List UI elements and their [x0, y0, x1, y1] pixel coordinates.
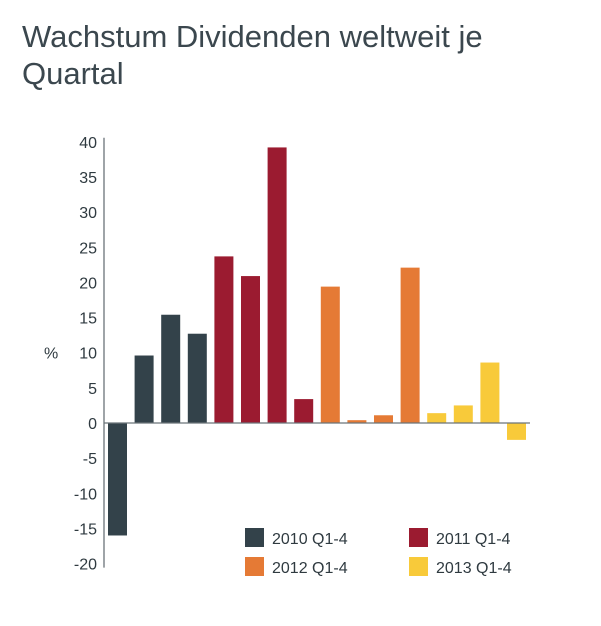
y-axis-label: % [44, 346, 58, 363]
bar-2013-q1 [427, 413, 447, 423]
bar-2013-q3 [480, 362, 500, 423]
y-tick-label: -10 [74, 486, 97, 503]
bar-2012-q1 [320, 286, 340, 423]
legend-label: 2012 Q1-4 [272, 560, 348, 577]
bar-2013-q2 [453, 405, 473, 423]
bar-2011-q3 [267, 147, 287, 423]
y-tick-label: 25 [79, 240, 97, 257]
legend-label: 2013 Q1-4 [436, 560, 512, 577]
bar-2010-q1 [108, 423, 127, 536]
legend-label: 2011 Q1-4 [436, 531, 511, 548]
y-tick-label: 35 [79, 170, 97, 187]
bar-2011-q1 [214, 256, 234, 423]
bar-2011-q2 [241, 276, 260, 423]
y-tick-label: 10 [79, 346, 97, 363]
y-tick-label: 5 [88, 381, 97, 398]
y-tick-label: 40 [79, 135, 97, 152]
bar-2012-q4 [400, 267, 420, 423]
y-tick-label: 15 [79, 311, 97, 328]
legend-label: 2010 Q1-4 [272, 531, 348, 548]
legend-swatch [245, 557, 264, 576]
bar-2010-q4 [187, 333, 207, 423]
legend-swatch [409, 528, 428, 547]
y-tick-label: 30 [79, 205, 97, 222]
bar-2012-q3 [374, 415, 393, 423]
legend-swatch [409, 557, 428, 576]
legend-swatch [245, 528, 264, 547]
y-tick-label: 20 [79, 275, 97, 292]
bar-2010-q3 [161, 314, 181, 423]
y-tick-label: 0 [88, 416, 97, 433]
bar-2011-q4 [294, 399, 314, 423]
chart-title: Wachstum Dividenden weltweit je Quartal [22, 19, 483, 91]
y-tick-label: -15 [74, 521, 97, 538]
y-tick-label: -5 [83, 451, 97, 468]
bar-2013-q4 [507, 423, 526, 440]
y-tick-label: -20 [74, 557, 97, 574]
bar-2012-q2 [347, 420, 367, 423]
bar-2010-q2 [134, 355, 154, 423]
